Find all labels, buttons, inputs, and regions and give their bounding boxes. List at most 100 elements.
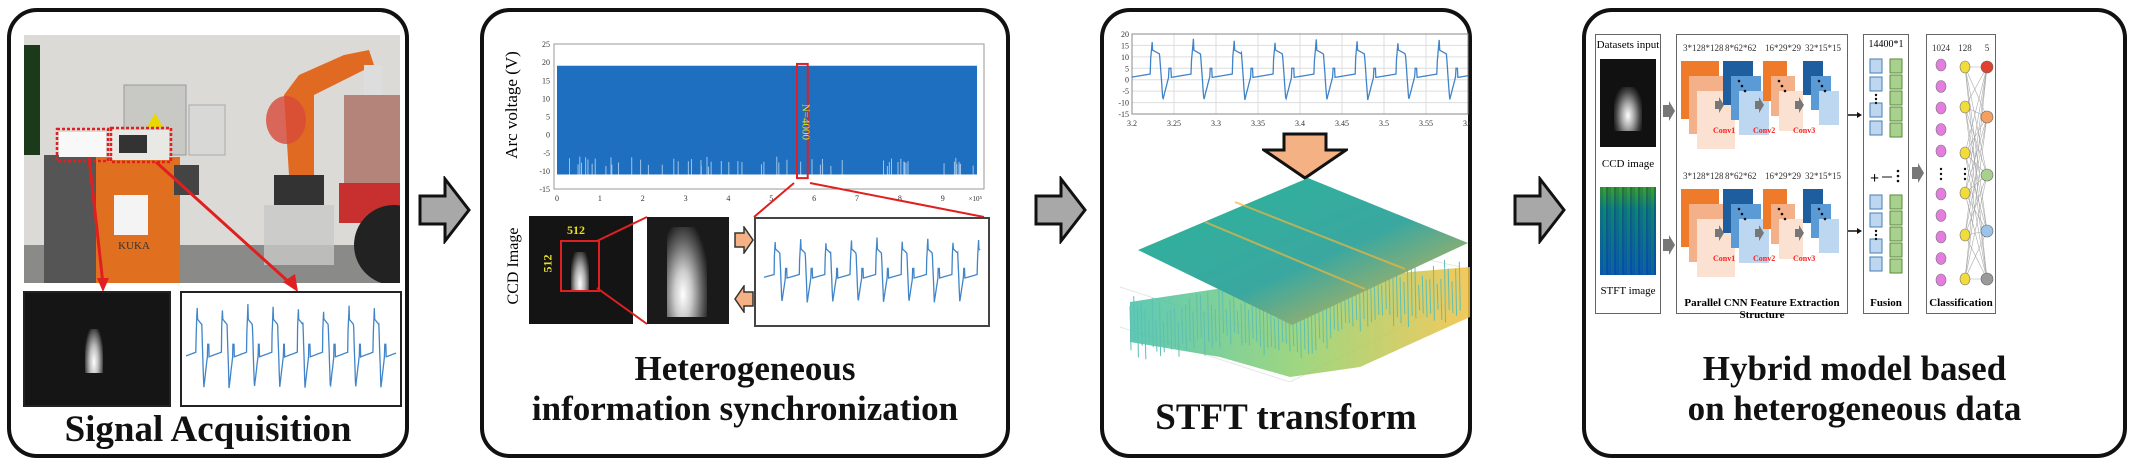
- node-1024: [1936, 59, 1946, 71]
- panel-title: Signal Acquisition: [11, 410, 405, 450]
- node-128: [1960, 101, 1970, 113]
- ccd-feature-cell: [1870, 195, 1882, 209]
- node-1024: [1936, 81, 1946, 93]
- ellipsis-dot: [1781, 85, 1784, 88]
- signal-segment-chart: 20151050-5-10-153.2 3.25 3.3 3.35 3.4 3.45 3.5…: [1110, 28, 1470, 133]
- stft-feature-cell: [1890, 227, 1902, 241]
- down-arrow-icon: [1262, 132, 1348, 180]
- feature-map: [1819, 91, 1839, 125]
- output-node: [1981, 111, 1993, 123]
- stft-3d-surface: [1110, 177, 1470, 382]
- ellipsis-dot: [1875, 102, 1877, 104]
- ccd-feature-cell: [1870, 103, 1882, 117]
- ellipsis-dot: [1741, 213, 1744, 216]
- ellipsis-dot: [1940, 173, 1942, 175]
- ellipsis-dot: [1778, 208, 1781, 211]
- conv-label: Conv2: [1753, 254, 1775, 263]
- y-tick-label: -15: [1118, 110, 1129, 119]
- node-1024: [1936, 124, 1946, 136]
- ellipsis-dot: [1897, 175, 1900, 178]
- classification-caption: Classification: [1927, 297, 1995, 309]
- ellipsis-dot: [1940, 178, 1942, 180]
- x-tick-label: 3.4: [1295, 119, 1305, 128]
- to-fusion-arrow-icon: [1848, 226, 1862, 236]
- conv-label: Conv2: [1753, 126, 1775, 135]
- ccd-feature-cell: [1870, 77, 1882, 91]
- output-node: [1981, 273, 1993, 285]
- ellipsis-dot: [1875, 230, 1877, 232]
- synced-waveform-line: [764, 238, 980, 303]
- x-tick-label: 3.45: [1335, 119, 1349, 128]
- ellipsis-dot: [1875, 98, 1877, 100]
- ellipsis-dot: [1897, 170, 1900, 173]
- ellipsis-dot: [1875, 238, 1877, 240]
- layer-shape-label: 3*128*128: [1683, 171, 1724, 181]
- stft-feature-cell: [1890, 91, 1902, 105]
- node-128: [1960, 273, 1970, 285]
- node-1024: [1936, 253, 1946, 265]
- stft-feature-cell: [1890, 195, 1902, 209]
- conv-label: Conv3: [1793, 126, 1815, 135]
- ccd-feature-cell: [1870, 257, 1882, 271]
- layer-size-label: 128: [1958, 43, 1972, 53]
- feature-map-stack: 3*128*128 8*62*62 Conv1 16*29*29 Conv2 32*15*…: [1677, 163, 1847, 291]
- flow-arrow-icon: [1512, 176, 1568, 244]
- y-tick-label: -5: [1122, 87, 1129, 96]
- cnn-caption: Parallel CNN Feature Extraction Structur…: [1677, 297, 1847, 321]
- panel-hybrid-model: Datasets input CCD image STFT image 3*12…: [1582, 8, 2127, 458]
- stft-feature-cell: [1890, 243, 1902, 257]
- input-arrow-icon: [1662, 100, 1676, 122]
- stft-input-image: [1600, 187, 1656, 275]
- sync-arrow-right-icon: [734, 226, 754, 254]
- node-1024: [1936, 274, 1946, 286]
- ellipsis-dot: [1738, 208, 1741, 211]
- layer-shape-label: 8*62*62: [1725, 171, 1757, 181]
- ellipsis-dot: [1818, 208, 1821, 211]
- stft-feature-cell: [1890, 59, 1902, 73]
- x-tick-label: 3.55: [1419, 119, 1433, 128]
- fusion-box: 14400*1 + Fusion: [1863, 34, 1909, 314]
- ellipsis-dot: [1744, 218, 1747, 221]
- fully-connected-network: 1024 128 5: [1927, 35, 1995, 295]
- panel-signal-acquisition: KUKA Signal Acquisition: [7, 8, 409, 458]
- x-tick-label: 3.25: [1167, 119, 1181, 128]
- node-128: [1960, 61, 1970, 73]
- x-tick-label: 3.35: [1251, 119, 1265, 128]
- panel-stft: 20 15 10 5 0 -5 -10 -15 3.2 3.25 3.3 3.35 3.4 3.45 3.5…: [1100, 8, 1472, 458]
- ellipsis-dot: [1875, 94, 1877, 96]
- layer-shape-label: 32*15*15: [1805, 43, 1842, 53]
- synced-waveform-trace: [756, 219, 988, 325]
- sync-arrow-left-icon: [734, 285, 754, 313]
- y-tick-label: -10: [1118, 99, 1129, 108]
- output-node: [1981, 61, 1993, 73]
- datasets-input-box: Datasets input CCD image STFT image: [1595, 34, 1661, 314]
- layer-shape-label: 32*15*15: [1805, 171, 1842, 181]
- layer-shape-label: 16*29*29: [1765, 171, 1802, 181]
- cnn-branch-ccd: 3*128*128 8*62*62 Conv1 16*29*29 Conv2 32*15*…: [1677, 35, 1847, 163]
- ccd-feature-cell: [1870, 59, 1882, 73]
- ccd-feature-cell: [1870, 239, 1882, 253]
- ccd-roi-zoomed: [647, 217, 729, 324]
- ccd-arc-thumbnail: [23, 291, 171, 407]
- stft-feature-cell: [1890, 75, 1902, 89]
- ccd-feature-cell: [1870, 121, 1882, 135]
- node-128: [1960, 147, 1970, 159]
- stft-feature-cell: [1890, 123, 1902, 137]
- waveform-line: [186, 304, 396, 388]
- ellipsis-dot: [1781, 213, 1784, 216]
- stft-feature-cell: [1890, 211, 1902, 225]
- waveform-thumbnail: [180, 291, 402, 407]
- pointer-arrows: [11, 12, 413, 312]
- feature-map-stack: 3*128*128 8*62*62 Conv1 16*29*29 Conv2 32*15*…: [1677, 35, 1847, 163]
- node-128: [1960, 229, 1970, 241]
- layer-shape-label: 3*128*128: [1683, 43, 1724, 53]
- panel-synchronization: Arc voltage (V) 25 20 15 10 5 0 -5 -10 -15 0 1 2 3 4 5…: [480, 8, 1010, 458]
- conv-label: Conv1: [1713, 126, 1735, 135]
- layer-size-label: 5: [1985, 43, 1990, 53]
- concat-operator: +: [1870, 170, 1879, 187]
- y-tick-label: 10: [1121, 53, 1129, 62]
- panel-title-line1: Hybrid model based: [1586, 350, 2123, 388]
- ccd-feature-cell: [1870, 213, 1882, 227]
- output-node: [1981, 169, 1993, 181]
- stft-image-label: STFT image: [1596, 285, 1660, 297]
